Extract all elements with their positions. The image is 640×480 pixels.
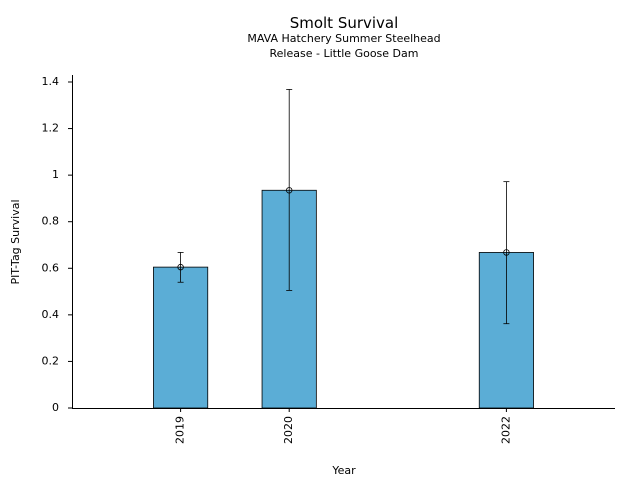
mean-marker-2022	[503, 249, 510, 256]
x-axis-label: Year	[331, 464, 356, 477]
mean-marker-2020	[286, 187, 293, 194]
bar-2019	[153, 266, 209, 409]
y-tick-label-0: 0	[52, 401, 59, 414]
y-tick-label-4: 0.8	[42, 215, 60, 228]
mean-marker-2019	[177, 263, 184, 271]
y-tick-label-5: 1	[52, 168, 59, 181]
chart-subtitle-line-1: MAVA Hatchery Summer Steelhead	[247, 32, 440, 45]
y-axis-label: PIT-Tag Survival	[9, 199, 22, 284]
y-tick-label-2: 0.4	[42, 308, 60, 321]
chart-title: Smolt Survival	[290, 14, 399, 32]
x-ticks-group: 2019 2020 2022	[174, 408, 512, 444]
bars-group	[153, 189, 534, 409]
x-tick-label-2019: 2019	[174, 416, 187, 444]
y-tick-label-7: 1.4	[42, 75, 60, 88]
y-tick-label-1: 0.2	[42, 354, 60, 367]
x-tick-label-2022: 2022	[499, 416, 512, 444]
x-tick-label-2020: 2020	[282, 416, 295, 444]
y-ticks-group: 0 0.2 0.4 0.6 0.8 1 1.2 1.4	[42, 75, 72, 414]
error-bars-group	[177, 89, 510, 325]
y-tick-label-3: 0.6	[42, 261, 60, 274]
y-tick-label-6: 1.2	[42, 122, 60, 135]
chart-subtitle-line-2: Release - Little Goose Dam	[270, 47, 419, 60]
